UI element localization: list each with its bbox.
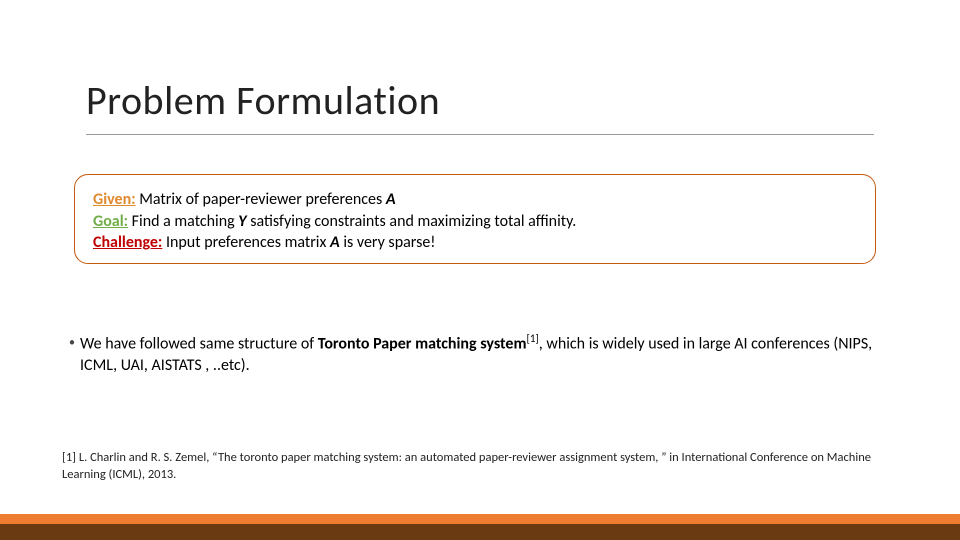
page-title: Problem Formulation	[86, 76, 440, 125]
definition-box: Given: Matrix of paper-reviewer preferen…	[74, 174, 876, 264]
given-line: Given: Matrix of paper-reviewer preferen…	[93, 189, 857, 211]
title-underline	[86, 134, 874, 135]
challenge-text-2: is very sparse!	[340, 233, 436, 252]
bullet-citation: [1]	[526, 332, 538, 345]
accent-bar-orange	[0, 514, 960, 524]
reference-footnote: [1] L. Charlin and R. S. Zemel, “The tor…	[62, 450, 892, 484]
bullet-item: • We have followed same structure of Tor…	[64, 332, 890, 377]
goal-line: Goal: Find a matching Y satisfying const…	[93, 211, 857, 233]
given-label: Given:	[93, 190, 136, 209]
goal-text-2: satisfying constraints and maximizing to…	[247, 212, 577, 231]
bullet-pre: We have followed same structure of	[80, 334, 318, 353]
accent-bar-dark	[0, 524, 960, 540]
slide: Problem Formulation Given: Matrix of pap…	[0, 0, 960, 540]
challenge-line: Challenge: Input preferences matrix A is…	[93, 232, 857, 254]
bullet-bold: Toronto Paper matching system	[318, 334, 527, 353]
goal-text-1: Find a matching	[128, 212, 238, 231]
goal-symbol: Y	[238, 212, 246, 231]
challenge-text-1: Input preferences matrix	[162, 233, 330, 252]
goal-label: Goal:	[93, 212, 128, 231]
challenge-symbol: A	[330, 233, 340, 252]
given-text: Matrix of paper-reviewer preferences	[136, 190, 386, 209]
given-symbol: A	[386, 190, 396, 209]
challenge-label: Challenge:	[93, 233, 162, 252]
bullet-text: We have followed same structure of Toron…	[80, 332, 890, 377]
bullet-icon: •	[64, 332, 80, 354]
